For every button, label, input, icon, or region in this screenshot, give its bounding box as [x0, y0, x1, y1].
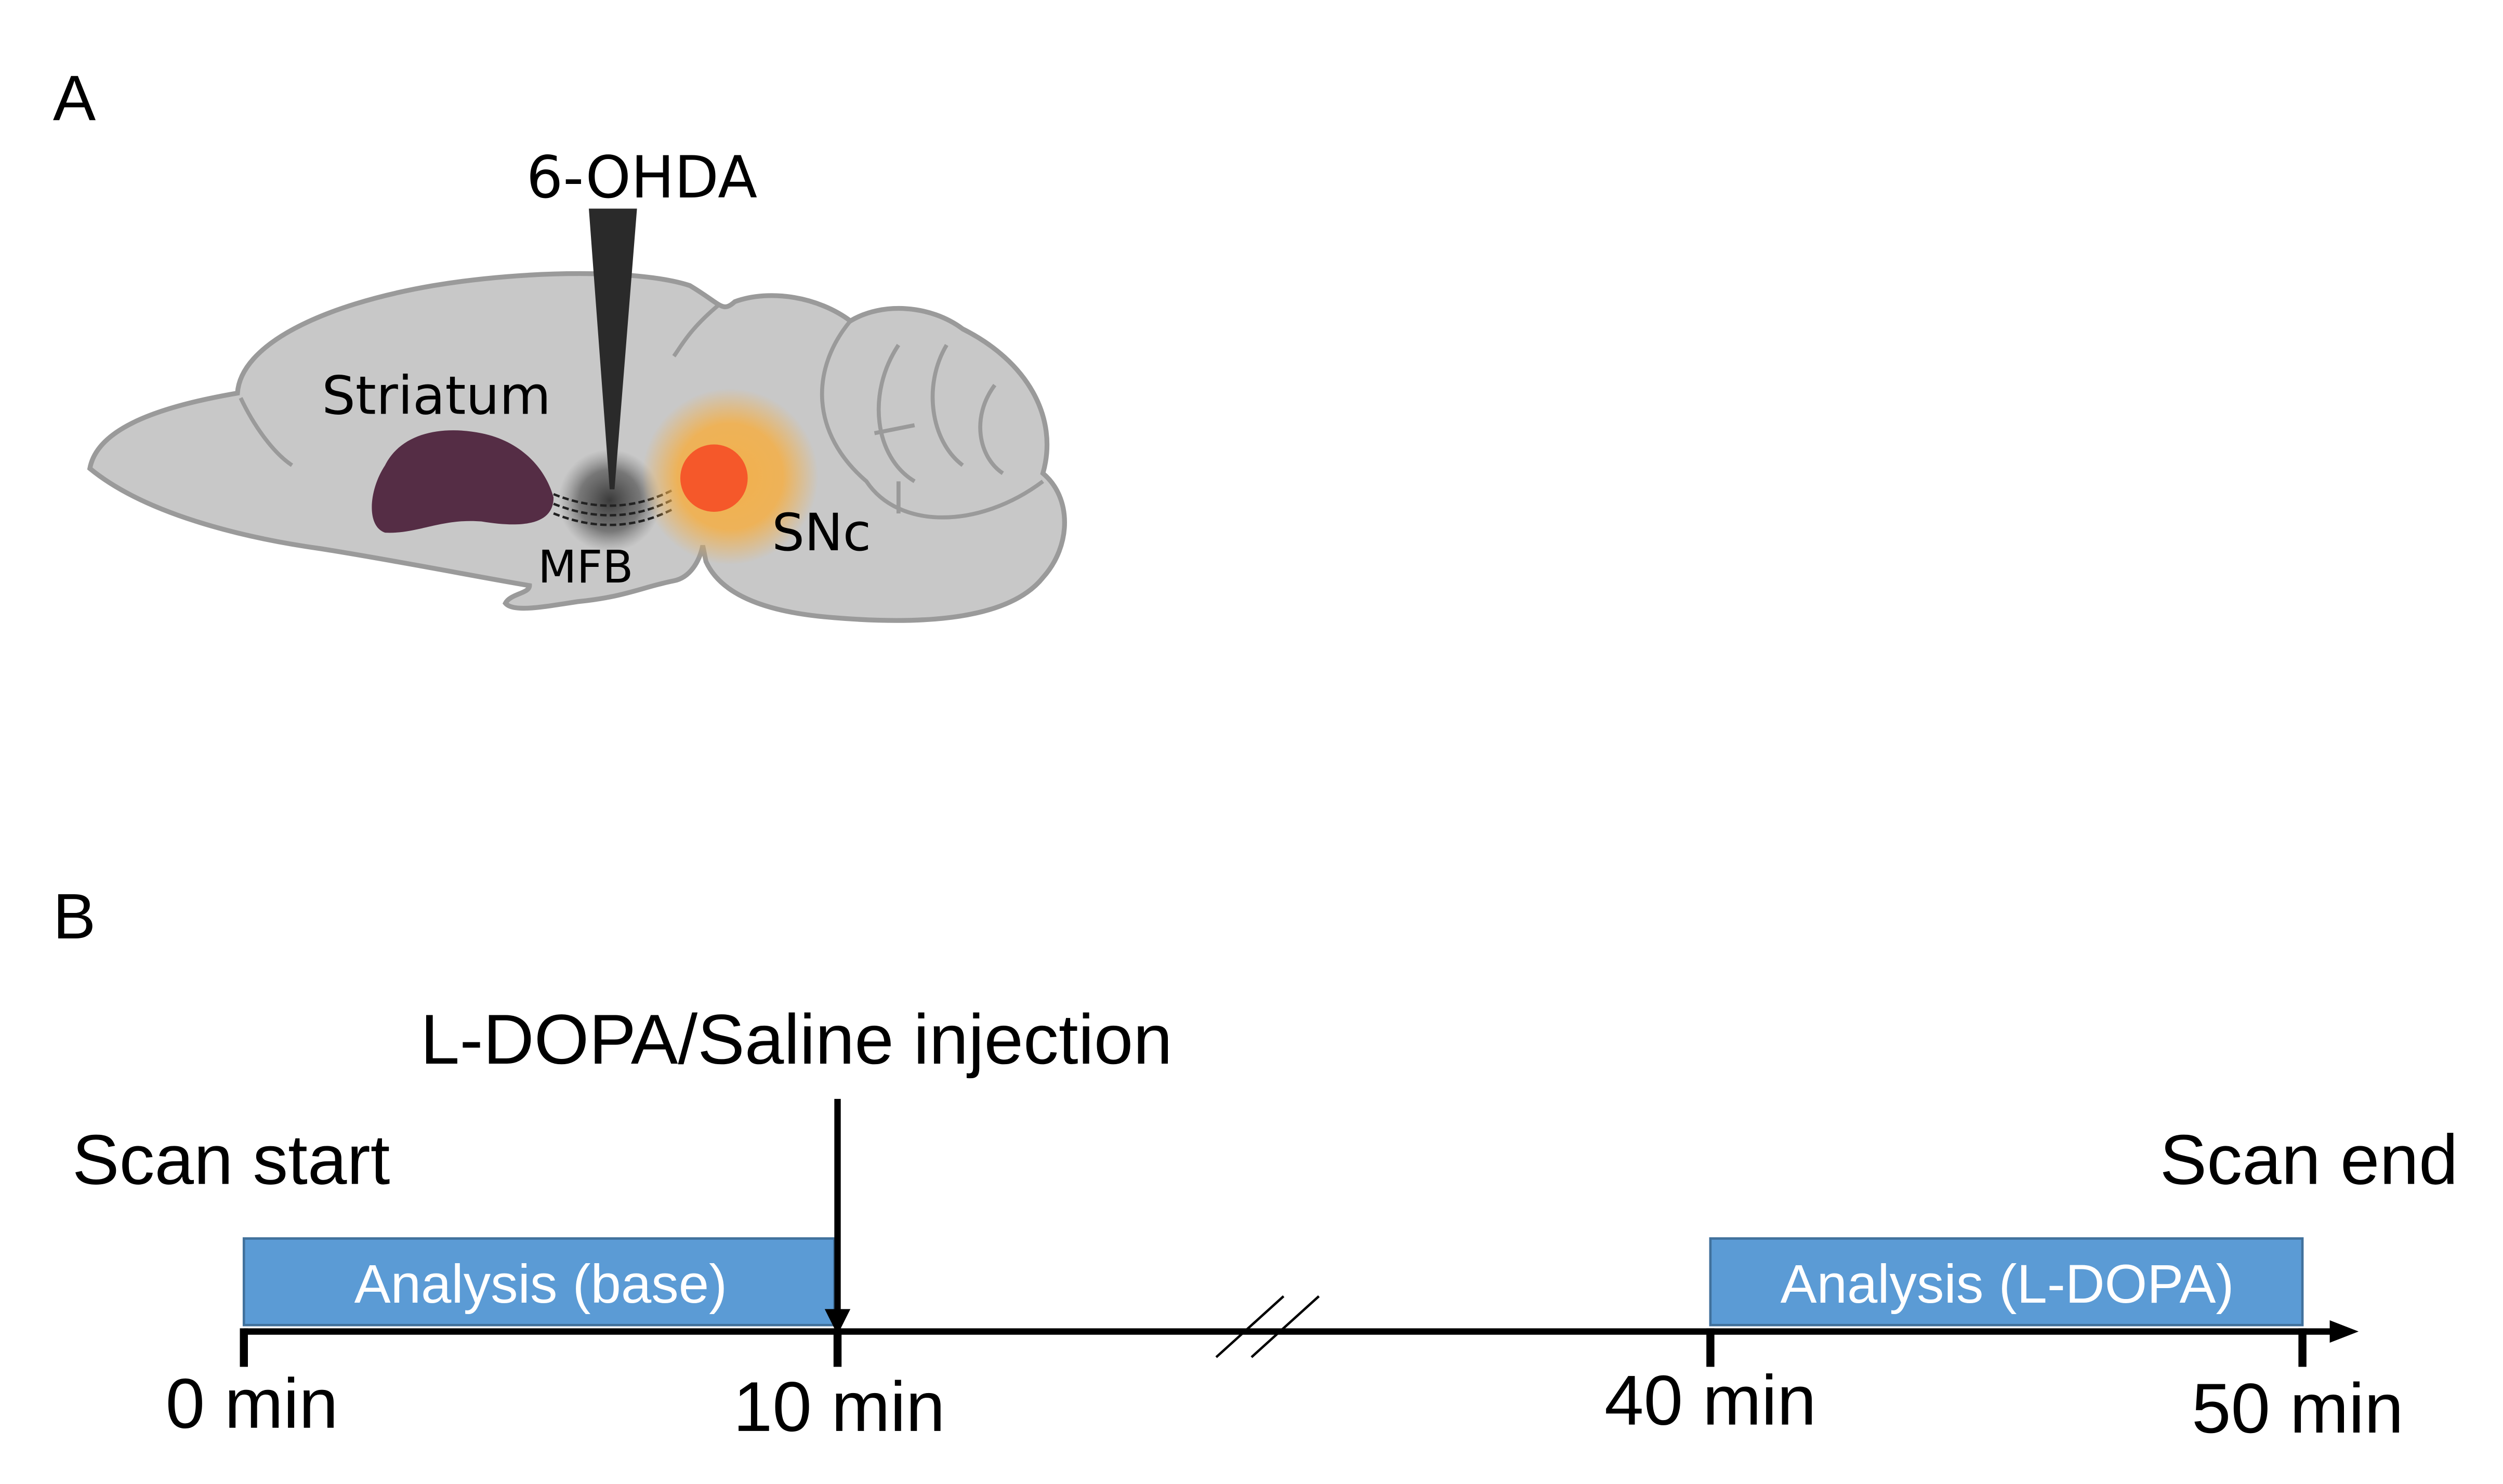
tick-label-0: 0 min [166, 1364, 338, 1443]
panel-a-label: A [53, 63, 96, 135]
lesion-site [558, 449, 661, 552]
snc-core [680, 444, 748, 512]
axis-break-icon [1215, 1295, 1320, 1358]
panel-b-label: B [53, 881, 96, 952]
analysis-window-base [242, 1237, 836, 1327]
brain-diagram: 6-OHDA Striatum MFB SNc [87, 144, 1067, 623]
tick-label-40: 40 min [1604, 1361, 1816, 1440]
snc-label: SNc [772, 503, 871, 563]
injection-arrowhead [824, 1309, 851, 1335]
time-axis-arrowhead [2329, 1320, 2359, 1343]
analysis-window-ldopa [1709, 1237, 2304, 1327]
tick-label-50: 50 min [2192, 1369, 2404, 1448]
analysis-window-ldopa-label: Analysis (L-DOPA) [1781, 1254, 2234, 1315]
cerebellum-folds [239, 303, 1044, 520]
scan-end-label: Scan end [2160, 1120, 2458, 1199]
timeline: L-DOPA/Saline injection Scan start Scan … [72, 1000, 2458, 1448]
injection-event-label: L-DOPA/Saline injection [420, 1000, 1173, 1079]
scan-start-label: Scan start [72, 1120, 390, 1199]
mfb-label: MFB [538, 541, 634, 593]
analysis-window-base-label: Analysis (base) [354, 1254, 727, 1315]
striatum-region [372, 430, 554, 533]
tick-label-10: 10 min [733, 1367, 945, 1446]
injection-label: 6-OHDA [526, 144, 758, 211]
needle-icon [588, 208, 637, 489]
striatum-label: Striatum [322, 365, 551, 427]
brain-outline [87, 271, 1067, 623]
